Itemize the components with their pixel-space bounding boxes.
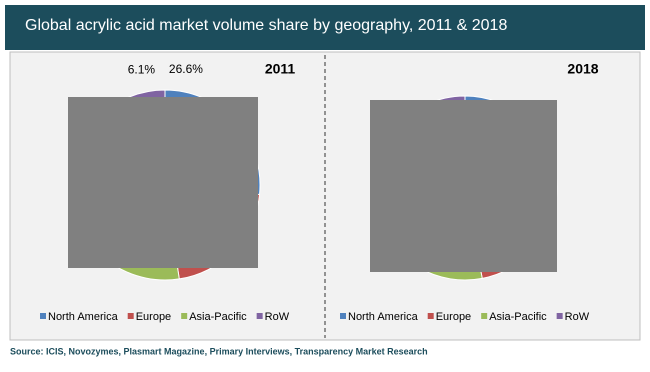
occluder [370, 100, 557, 272]
legend-swatch [556, 313, 563, 319]
legend-swatch [427, 313, 434, 319]
legend-label: North America [348, 311, 419, 323]
chart-title: 2011 [265, 61, 296, 77]
data-label: 26.6% [169, 62, 203, 76]
legend-swatch [481, 313, 488, 319]
legend-label: Asia-Pacific [189, 311, 247, 323]
legend-swatch [40, 313, 46, 319]
legend-label: North America [48, 311, 119, 323]
legend-swatch [256, 313, 263, 319]
header-band [5, 5, 645, 50]
legend-label: RoW [265, 311, 290, 323]
legend-swatch [181, 313, 188, 319]
occluder [68, 97, 258, 268]
chart-title: 2018 [567, 61, 598, 77]
legend-label: RoW [565, 311, 590, 323]
data-label: 6.1% [128, 63, 156, 77]
source: Source: ICIS, Novozymes, Plasmart Magazi… [10, 346, 428, 356]
legend-label: Asia-Pacific [489, 311, 547, 323]
legend-label: Europe [436, 311, 471, 323]
page-title: Global acrylic acid market volume share … [25, 17, 507, 34]
legend-label: Europe [136, 311, 171, 323]
legend-swatch [127, 313, 134, 319]
legend-swatch [340, 313, 346, 319]
